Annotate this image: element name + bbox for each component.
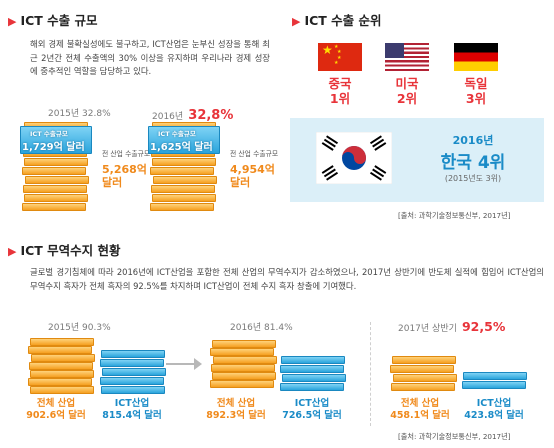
- industry-value: 458.1억 달러: [390, 410, 450, 421]
- industry-name: 전체 산업: [400, 398, 440, 409]
- total-value: 5,268억 달러: [102, 163, 147, 189]
- industry-name: ICT산업: [294, 398, 330, 409]
- korea-year: 2016년: [452, 134, 494, 147]
- rank-country-germany: 독일 3위: [452, 76, 500, 106]
- money-stack-2016: ICT 수출규모 1,625억 달러: [148, 122, 224, 214]
- section-title-text: ICT 무역수지 현황: [20, 243, 121, 258]
- trade-2017-total: 전체 산업 458.1억 달러: [380, 398, 460, 422]
- country-name: 미국: [395, 76, 419, 91]
- trade-2016-total: 전체 산업 892.3억 달러: [196, 398, 276, 422]
- year-2016-pct: 32,8%: [188, 108, 234, 123]
- stack-value-2015: 1,729억 달러: [22, 142, 85, 153]
- country-rank: 1위: [329, 91, 351, 106]
- money-stack-2015: ICT 수출규모 1,729억 달러: [20, 122, 96, 214]
- country-name: 독일: [464, 76, 488, 91]
- trade-2015-total-stack: [26, 338, 96, 394]
- arrow-right-icon: [166, 363, 196, 365]
- section-title-text: ICT 수출 규모: [20, 13, 98, 28]
- industry-value: 423.8억 달러: [464, 410, 524, 421]
- section-title-text: ICT 수출 순위: [304, 13, 382, 28]
- trade-2016-total-stack: [208, 340, 278, 394]
- period-2016-label: 2016년 81.4%: [230, 323, 293, 333]
- period-2017-year: 2017년 상반기: [398, 324, 457, 334]
- trade-2016-ict-stack: [278, 356, 348, 396]
- industry-name: ICT산업: [114, 398, 150, 409]
- rank-country-usa: 미국 2위: [383, 76, 431, 106]
- trade-balance-paragraph: 글로벌 경기침체에 따라 2016년에 ICT산업을 포함한 전체 산업의 무역…: [30, 267, 544, 291]
- trade-2015-ict: ICT산업 815.4억 달러: [92, 398, 172, 422]
- trade-2015-total: 전체 산업 902.6억 달러: [16, 398, 96, 422]
- korea-rank-panel: 2016년 한국 4위 (2015년도 3위): [290, 118, 544, 202]
- period-2017-pct: 92,5%: [461, 319, 506, 334]
- total-caption: 전 산업 수출규모: [102, 150, 151, 158]
- trade-2017-ict-stack: [460, 372, 530, 396]
- industry-name: 전체 산업: [216, 398, 256, 409]
- trade-2017-ict: ICT산업 423.8억 달러: [454, 398, 534, 422]
- triangle-bullet-icon: ▶: [8, 245, 17, 258]
- period-2015-label: 2015년 90.3%: [48, 323, 111, 333]
- section-title-export-scale: ▶ ICT 수출 규모: [8, 10, 98, 29]
- industry-value: 892.3억 달러: [206, 410, 266, 421]
- arrow-head-icon: [194, 358, 202, 370]
- source-note-rank: [출처: 과학기술정보통신부, 2017년]: [398, 211, 511, 220]
- trade-2015-ict-stack: [98, 350, 168, 394]
- year-2016-share: 2016년 32,8%: [152, 104, 233, 123]
- total-export-2016: 전 산업 수출규모 4,954억 달러: [230, 150, 280, 189]
- rank-country-china: 중국 1위: [316, 76, 364, 106]
- total-value: 4,954억 달러: [230, 163, 275, 189]
- usa-flag-icon: [385, 43, 429, 71]
- total-caption: 전 산업 수출규모: [230, 150, 279, 158]
- trade-2017-total-stack: [388, 356, 458, 396]
- korea-rank: 한국 4위: [440, 153, 506, 173]
- source-note-trade: [출처: 과학기술정보통신부, 2017년]: [398, 432, 511, 441]
- section-title-trade-balance: ▶ ICT 무역수지 현황: [8, 240, 121, 259]
- industry-value: 902.6억 달러: [26, 410, 86, 421]
- year-2016-label: 2016년: [152, 112, 184, 122]
- triangle-bullet-icon: ▶: [292, 15, 301, 28]
- stack-caption: ICT 수출규모: [30, 130, 68, 138]
- industry-name: ICT산업: [476, 398, 512, 409]
- korea-flag-icon: [316, 132, 392, 184]
- germany-flag-icon: [454, 43, 498, 71]
- section-title-export-rank: ▶ ICT 수출 순위: [292, 10, 382, 29]
- trade-2016-ict: ICT산업 726.5억 달러: [272, 398, 352, 422]
- year-2015-share: 2015년 32.8%: [48, 109, 111, 119]
- period-2017-label: 2017년 상반기 92,5%: [398, 316, 505, 335]
- stack-caption: ICT 수출규모: [158, 130, 196, 138]
- country-rank: 3위: [465, 91, 487, 106]
- industry-value: 815.4억 달러: [102, 410, 162, 421]
- industry-name: 전체 산업: [36, 398, 76, 409]
- china-flag-icon: ★ ★ ★ ★ ★: [318, 43, 362, 71]
- country-rank: 2위: [396, 91, 418, 106]
- country-name: 중국: [328, 76, 352, 91]
- korea-rank-note: (2015년도 3위): [444, 174, 502, 183]
- total-export-2015: 전 산업 수출규모 5,268억 달러: [102, 150, 152, 189]
- divider: [370, 322, 371, 426]
- stack-value-2016: 1,625억 달러: [150, 142, 213, 153]
- industry-value: 726.5억 달러: [282, 410, 342, 421]
- triangle-bullet-icon: ▶: [8, 15, 17, 28]
- export-scale-paragraph: 해외 경제 불확실성에도 불구하고, ICT산업은 눈부신 성장을 통해 최근 …: [30, 39, 270, 76]
